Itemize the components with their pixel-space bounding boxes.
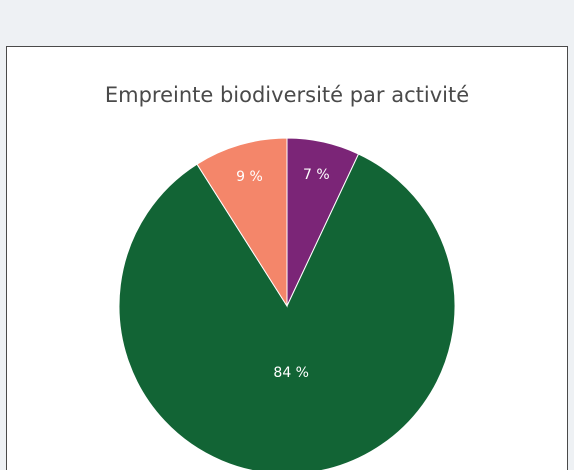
pie-slice: [118, 153, 456, 470]
data-label: 9 %: [236, 169, 263, 185]
chart-title: Empreinte biodiversité par activité: [105, 83, 469, 107]
data-label: 7 %: [303, 167, 330, 183]
pie-slice: [196, 137, 288, 308]
data-label: 84 %: [273, 365, 309, 381]
